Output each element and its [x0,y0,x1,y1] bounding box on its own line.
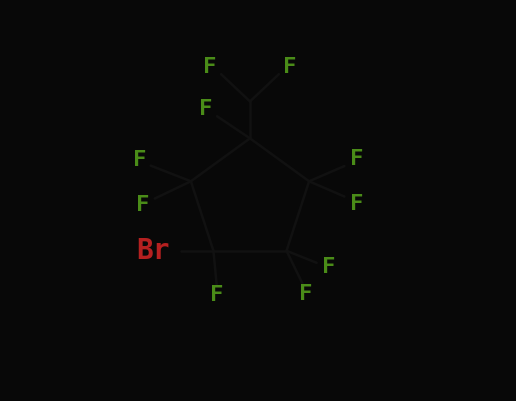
Text: F: F [133,150,146,170]
Text: Br: Br [137,237,170,265]
Text: F: F [299,284,313,304]
Text: F: F [350,194,363,214]
Text: F: F [283,57,296,77]
Text: F: F [322,257,335,277]
Text: F: F [203,57,217,77]
Text: F: F [210,285,223,305]
Text: F: F [136,195,150,215]
Text: F: F [350,149,363,169]
Text: F: F [199,99,213,119]
